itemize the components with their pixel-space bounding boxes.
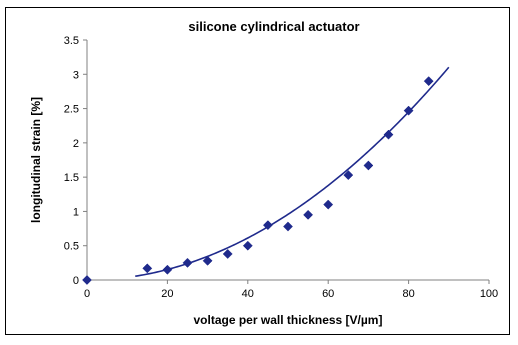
x-axis-title: voltage per wall thickness [V/µm] (194, 313, 383, 327)
data-point (162, 264, 173, 275)
chart-title: silicone cylindrical actuator (188, 19, 359, 34)
y-tick-label: 2.5 (64, 104, 79, 116)
data-point (142, 263, 153, 274)
y-axis-title: longitudinal strain [%] (29, 97, 43, 223)
x-tick-label: 0 (84, 288, 90, 300)
x-ticks: 0 20 40 60 80 100 (84, 280, 498, 300)
y-ticks: 0 0.5 1 1.5 2 2.5 3 3.5 (64, 35, 87, 287)
y-tick-label: 1.5 (64, 172, 79, 184)
x-tick-label: 60 (322, 288, 334, 300)
data-point (202, 255, 213, 266)
trendline (135, 66, 450, 278)
data-point (82, 275, 92, 285)
x-tick-label: 20 (161, 288, 173, 300)
y-tick-label: 0.5 (64, 241, 79, 253)
data-point (403, 105, 414, 116)
x-tick-label: 40 (242, 288, 254, 300)
data-point (222, 248, 233, 259)
data-point (242, 240, 253, 251)
data-point (182, 257, 193, 268)
y-tick-label: 1 (73, 206, 79, 218)
data-point (323, 199, 334, 210)
data-point (383, 129, 394, 140)
data-point (262, 220, 273, 231)
x-tick-label: 100 (480, 288, 498, 300)
axes (86, 40, 489, 281)
data-point (303, 209, 314, 220)
y-tick-label: 3 (73, 69, 79, 81)
data-point (343, 170, 354, 181)
y-tick-label: 0 (73, 275, 79, 287)
y-tick-label: 3.5 (64, 35, 79, 47)
data-points (82, 76, 434, 285)
data-point (363, 160, 374, 171)
data-point (423, 76, 434, 87)
data-point (283, 221, 293, 232)
trendline-group (135, 66, 450, 278)
x-tick-label: 80 (402, 288, 414, 300)
y-tick-label: 2 (73, 138, 79, 150)
